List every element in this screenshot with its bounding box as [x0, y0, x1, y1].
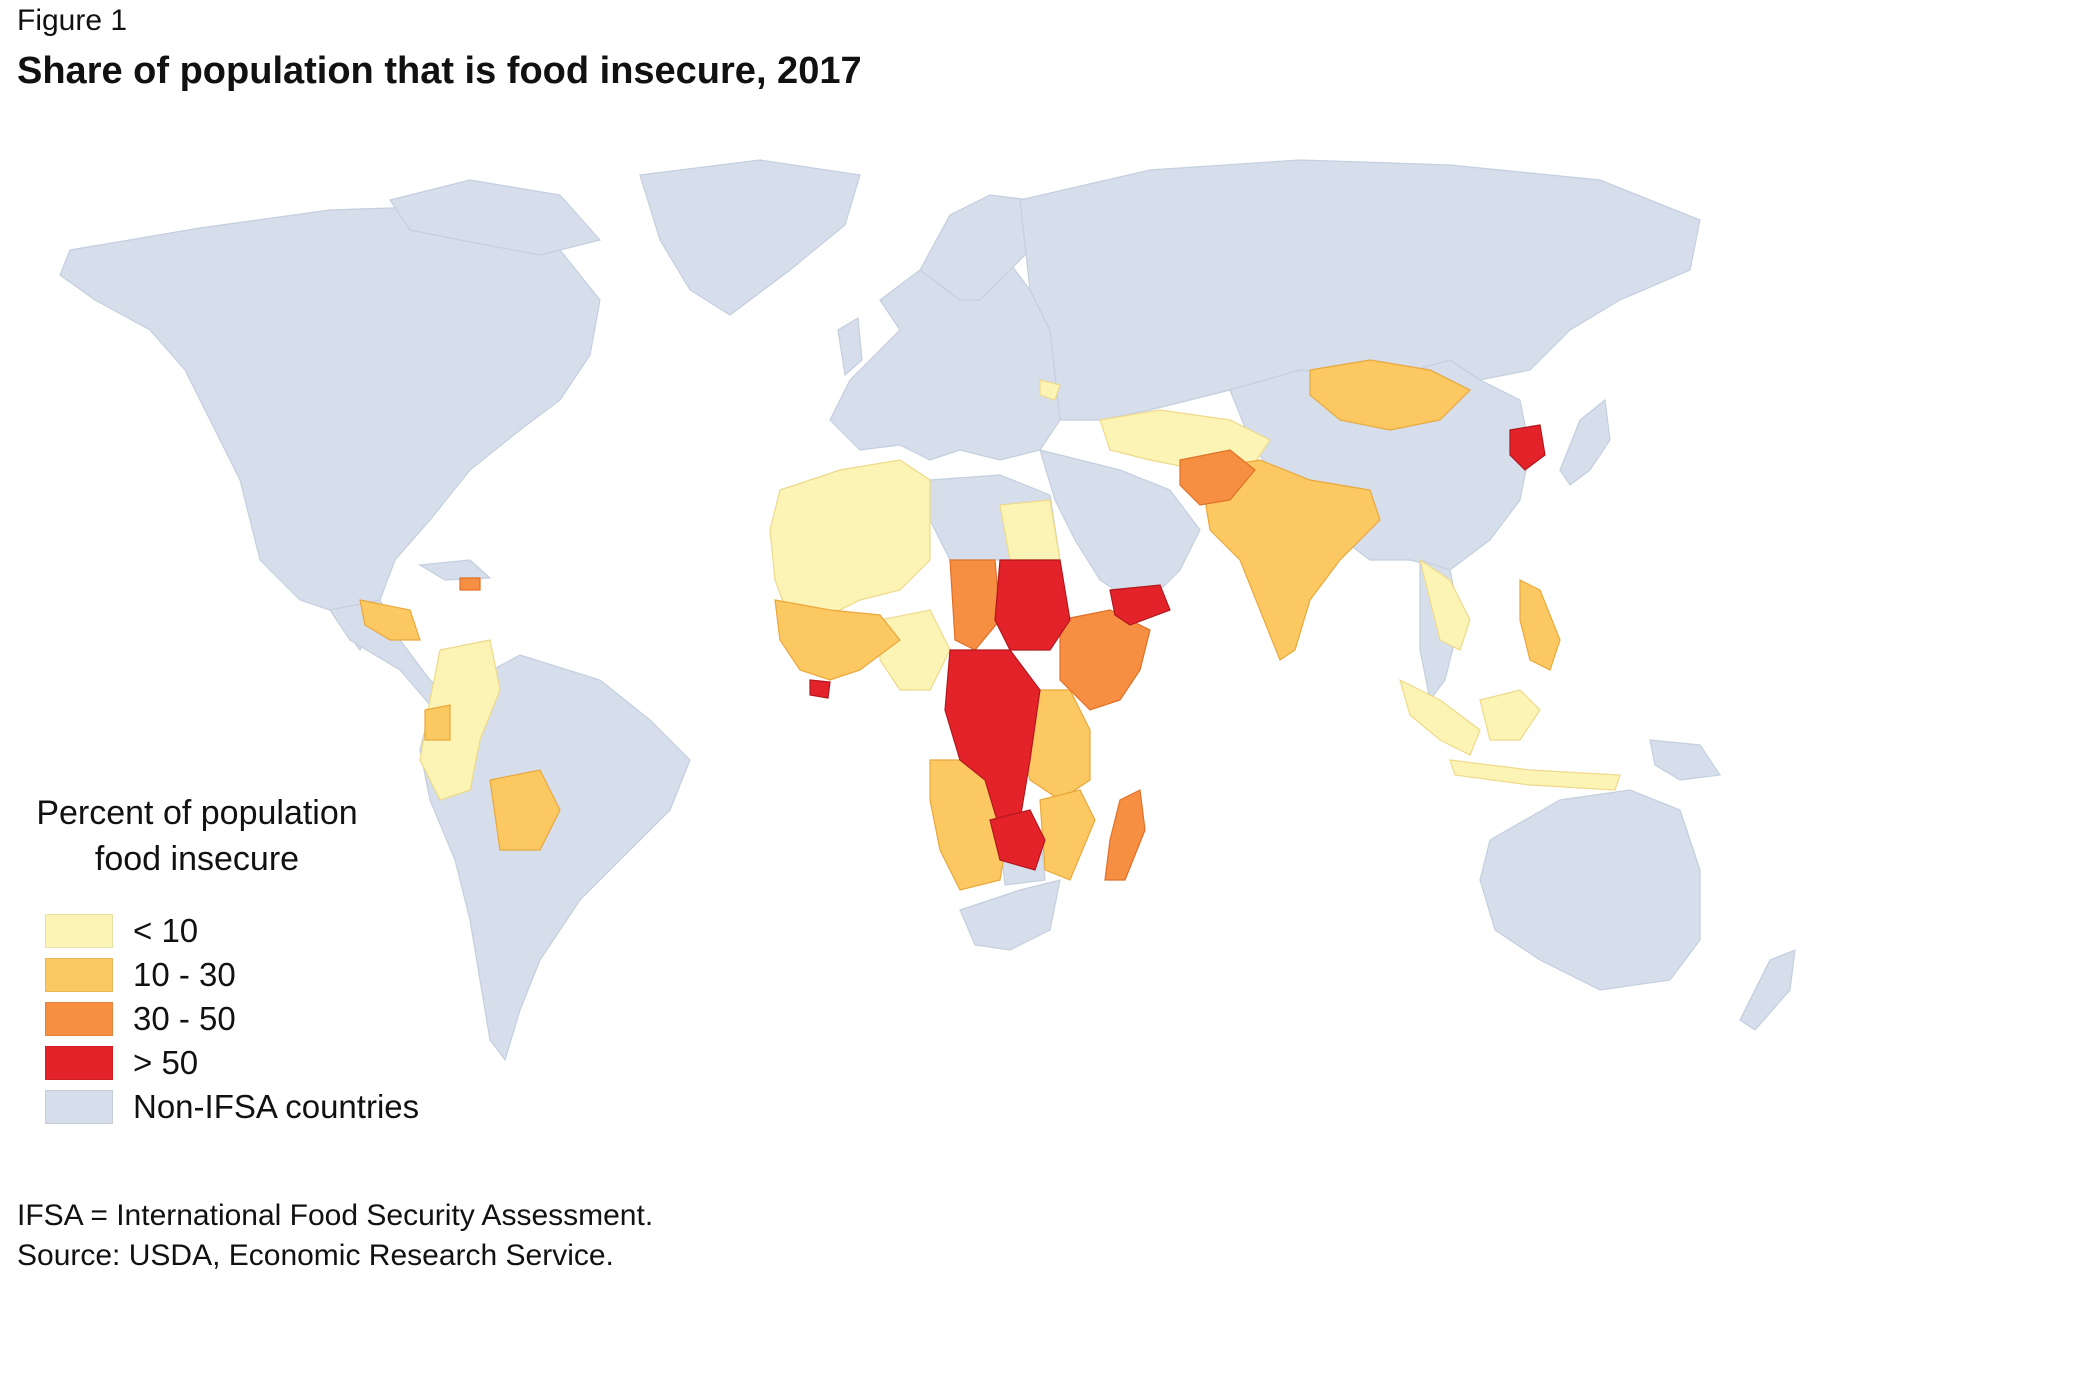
legend-title-line2: food insecure — [94, 840, 300, 878]
legend-swatch — [45, 1002, 113, 1036]
mozambique — [1039, 789, 1096, 881]
indonesia — [1399, 678, 1481, 756]
legend-title: Percent of population food insecure — [17, 790, 377, 882]
legend-item: Non-IFSA countries — [45, 1086, 437, 1128]
note-ifsa-definition: IFSA = International Food Security Asses… — [17, 1199, 654, 1232]
legend-item: 30 - 50 — [45, 998, 437, 1040]
legend-label: < 10 — [133, 912, 199, 949]
japan — [1559, 398, 1611, 486]
philippines — [1519, 579, 1561, 671]
middle-east — [1039, 449, 1201, 601]
ifsa-over-50 — [809, 424, 1546, 871]
legend-swatch — [45, 958, 113, 992]
united-kingdom — [837, 316, 863, 377]
legend-label: Non-IFSA countries — [133, 1088, 420, 1125]
ukraine-caucasus — [1039, 379, 1061, 401]
chad — [949, 559, 1001, 651]
ifsa-10-30 — [359, 359, 1561, 891]
notes: IFSA = International Food Security Asses… — [17, 1196, 653, 1276]
legend-swatch — [45, 914, 113, 948]
egypt-region — [999, 499, 1061, 561]
afghanistan — [1179, 449, 1256, 506]
bolivia — [489, 769, 561, 851]
madagascar — [1104, 789, 1146, 881]
indonesia-java — [1449, 759, 1621, 791]
note-source: Source: USDA, Economic Research Service. — [17, 1239, 614, 1272]
legend-label: 10 - 30 — [133, 956, 236, 993]
north-korea — [1509, 424, 1546, 471]
greenland — [639, 159, 861, 316]
legend-label: > 50 — [133, 1044, 199, 1081]
nigeria-cameroon — [879, 609, 951, 691]
sudan — [994, 559, 1071, 651]
australia — [1479, 789, 1701, 991]
borneo — [1479, 689, 1541, 741]
legend-item: 10 - 30 — [45, 954, 437, 996]
legend-swatch — [45, 1090, 113, 1124]
world-map — [59, 159, 1796, 1062]
cuba — [418, 559, 492, 581]
vietnam-region — [1419, 558, 1471, 651]
chart-title: Share of population that is food insecur… — [17, 50, 862, 92]
zambia-zimbabwe — [989, 809, 1046, 871]
legend-item: < 10 — [45, 910, 437, 952]
ifsa-under-10 — [419, 379, 1621, 801]
legend: Percent of population food insecure < 10… — [17, 790, 437, 1130]
new-zealand — [1739, 949, 1796, 1031]
arctic-islands — [389, 179, 602, 256]
mongolia — [1309, 359, 1472, 431]
ecuador — [424, 704, 451, 741]
liberia — [809, 679, 831, 699]
legend-label: 30 - 50 — [133, 1000, 236, 1037]
south-america — [419, 654, 691, 1062]
west-africa-sahara — [769, 459, 931, 621]
north-america — [59, 204, 601, 652]
central-america-ifsa — [359, 599, 421, 641]
south-africa — [959, 879, 1061, 951]
haiti — [459, 577, 481, 591]
papua — [1649, 739, 1722, 781]
legend-swatch — [45, 1046, 113, 1080]
west-africa-coast — [774, 599, 901, 681]
india-south-asia — [1199, 459, 1381, 661]
yemen — [1109, 584, 1171, 626]
legend-items: < 10 10 - 30 30 - 50 > 50 Non-IFSA count… — [45, 910, 437, 1128]
ifsa-30-50 — [459, 449, 1256, 881]
figure-label: Figure 1 — [17, 4, 128, 37]
legend-item: > 50 — [45, 1042, 437, 1084]
ethiopia-somalia — [1059, 609, 1151, 711]
legend-title-line1: Percent of population — [36, 794, 358, 832]
